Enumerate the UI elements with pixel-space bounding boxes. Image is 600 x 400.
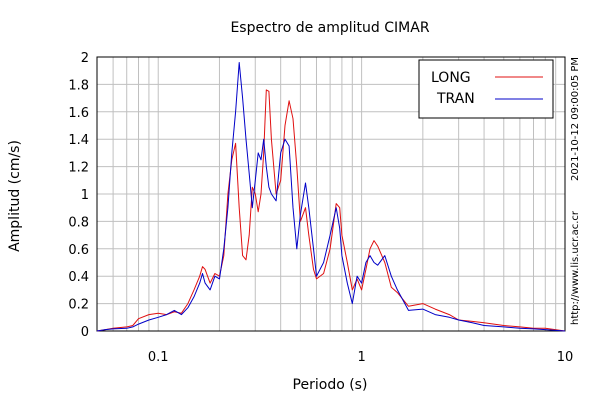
x-tick-labels: 0.1 1 10 (148, 350, 573, 365)
plot-frame (96, 56, 566, 332)
y-tick-label: 1.6 (68, 106, 89, 121)
timestamp: 2021-10-12 09:00:05 PM (570, 57, 581, 181)
y-tick-label: 0.4 (68, 270, 89, 285)
grid-lines (97, 57, 565, 331)
x-tick-label: 0.1 (148, 350, 169, 365)
series-line-tran (96, 62, 566, 332)
y-tick-labels: 0 0.2 0.4 0.6 0.8 1 1.2 1.4 1.6 1.8 2 (68, 51, 89, 340)
x-tick-label: 1 (357, 350, 365, 365)
y-tick-label: 0.2 (68, 298, 89, 313)
y-tick-label: 2 (81, 51, 89, 66)
x-tick-label: 10 (557, 350, 574, 365)
y-tick-label: 1.4 (68, 133, 89, 148)
y-axis-label: Amplitud (cm/s) (7, 140, 23, 252)
series-layer (96, 62, 566, 332)
y-tick-label: 0 (81, 325, 89, 340)
x-axis-label: Periodo (s) (293, 377, 368, 393)
legend-label-long: LONG (431, 70, 471, 86)
source-url: http://www.lis.ucr.ac.cr (570, 210, 581, 325)
y-tick-label: 0.6 (68, 243, 89, 258)
legend: LONG TRAN (418, 59, 554, 119)
y-tick-label: 0.8 (68, 215, 89, 230)
y-tick-label: 1.2 (68, 161, 89, 176)
y-tick-label: 1.8 (68, 78, 89, 93)
legend-box (418, 59, 554, 119)
chart-title: Espectro de amplitud CIMAR (230, 20, 429, 36)
legend-label-tran: TRAN (436, 91, 475, 107)
y-tick-label: 1 (81, 188, 89, 203)
series-line-long (96, 89, 566, 332)
